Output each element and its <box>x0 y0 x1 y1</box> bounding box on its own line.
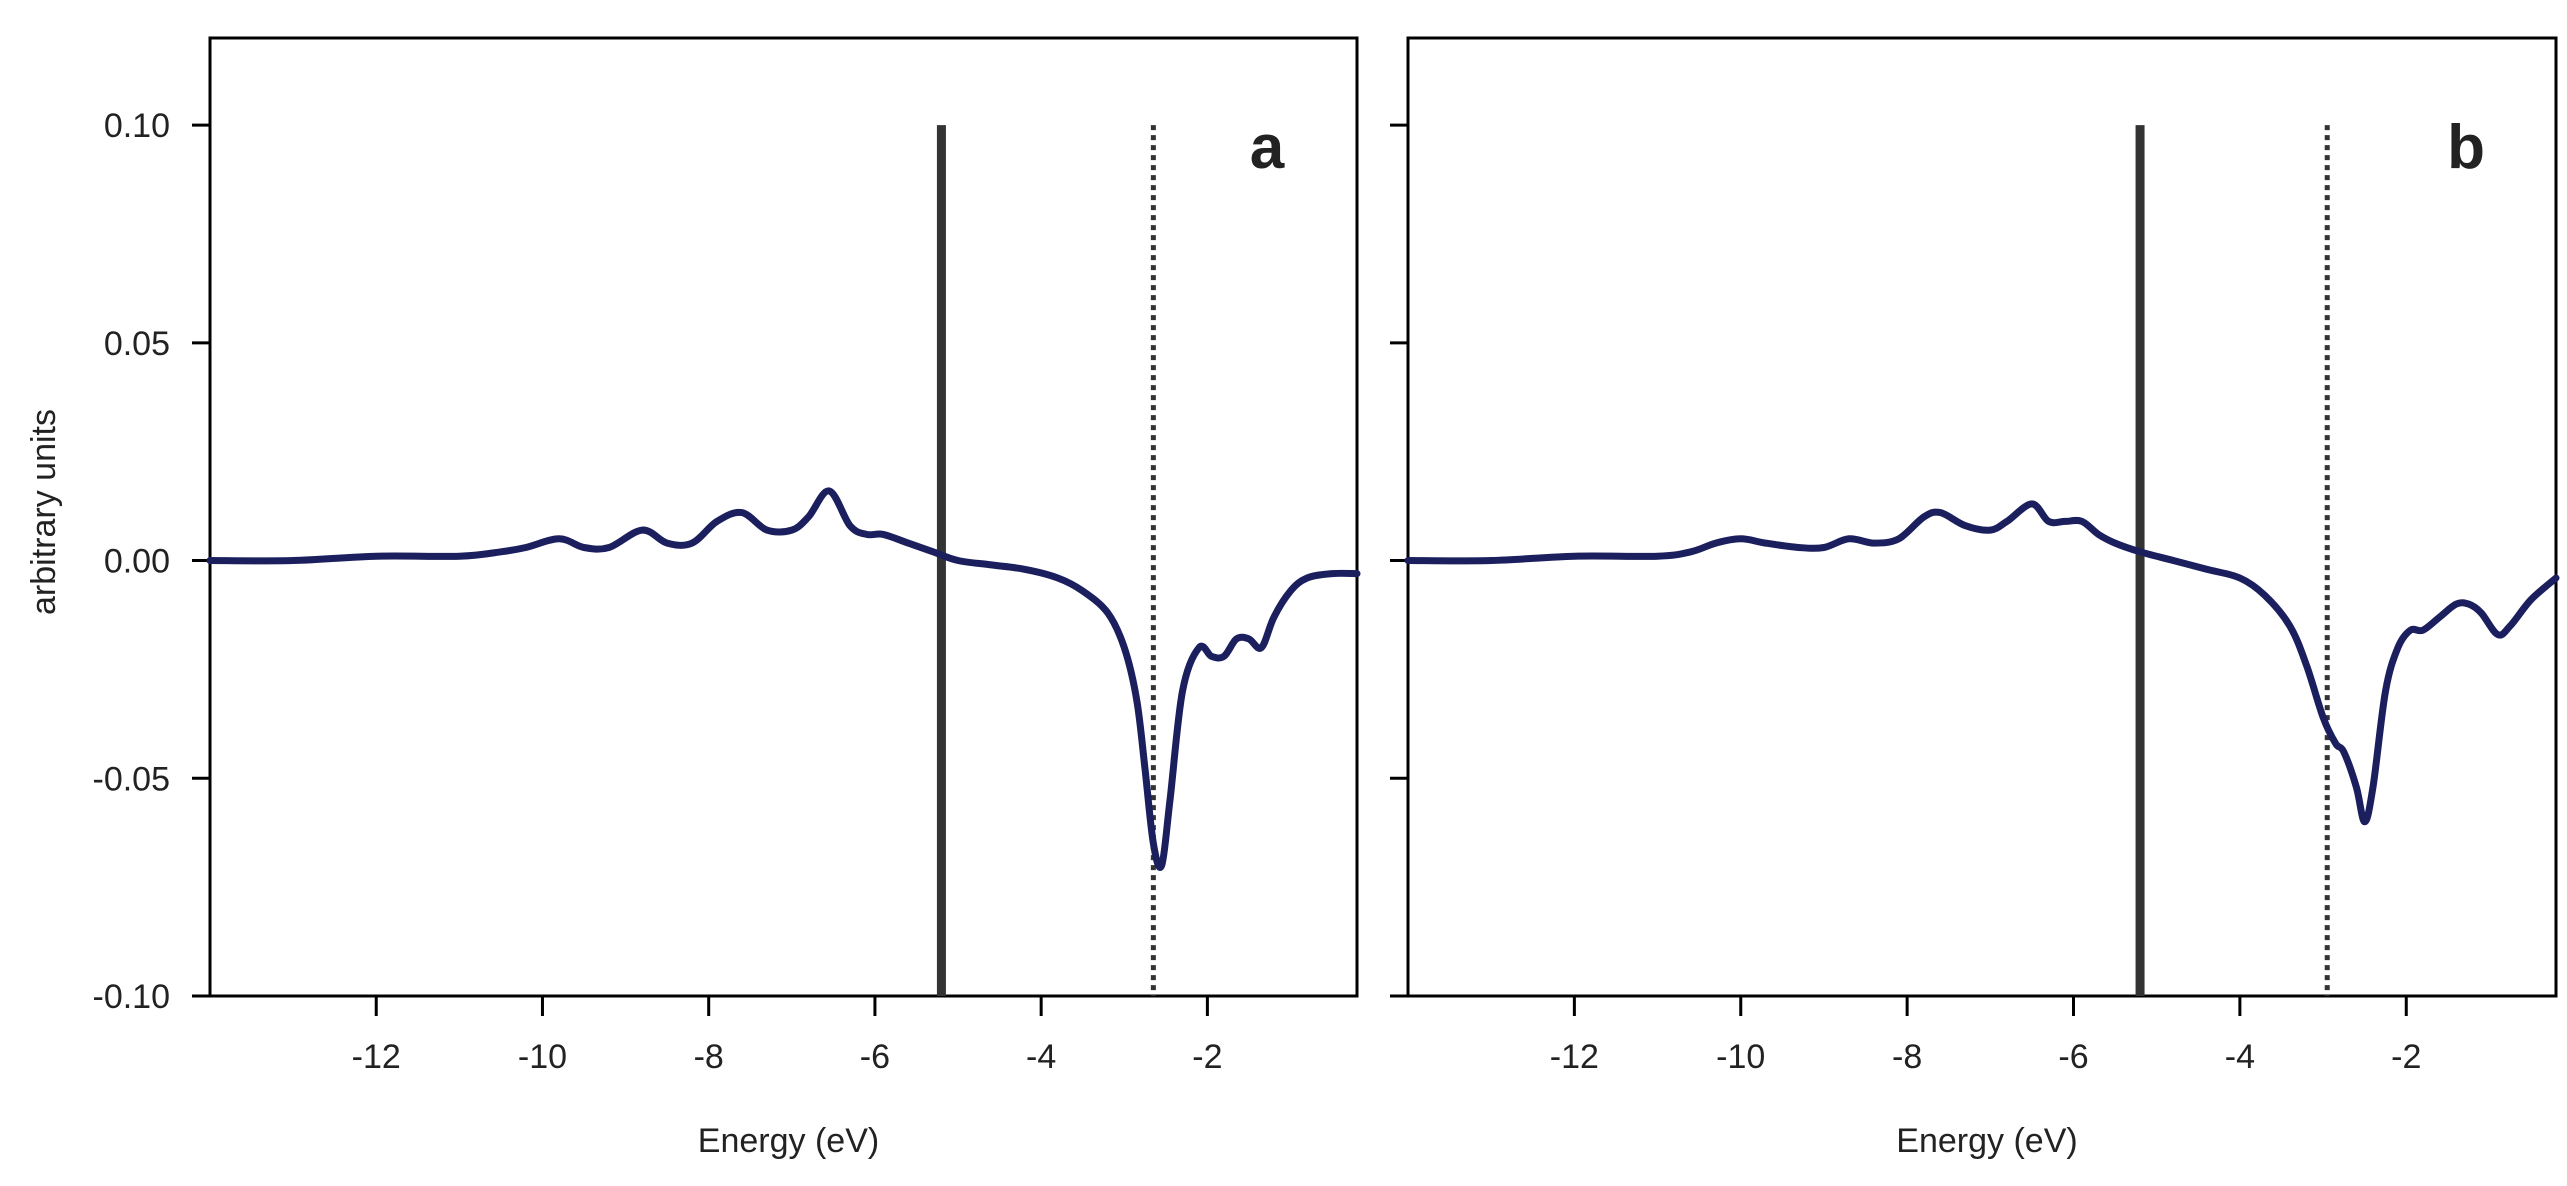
y-tick-label: 0.10 <box>104 107 170 145</box>
x-tick-label: -8 <box>694 1038 724 1076</box>
x-tick-label: -4 <box>2225 1038 2255 1076</box>
x-tick-label: -2 <box>1192 1038 1222 1076</box>
x-tick-label: -10 <box>518 1038 567 1076</box>
x-tick-label: -6 <box>860 1038 890 1076</box>
y-tick-label: 0.05 <box>104 325 170 363</box>
panel-label: b <box>2447 113 2485 182</box>
panel-label: a <box>1250 113 1285 182</box>
series-line-a <box>206 487 1361 871</box>
x-tick-label: -12 <box>1550 1038 1599 1076</box>
x-tick-label: -12 <box>352 1038 401 1076</box>
panel-b: -12 -10 -8 -6 -4 -2 Energy (eV) b <box>1390 36 2560 1160</box>
x-tick-label: -4 <box>1026 1038 1056 1076</box>
x-axis-label: Energy (eV) <box>698 1122 879 1160</box>
y-tick-label: -0.10 <box>93 978 171 1016</box>
x-tick-label: -6 <box>2058 1038 2088 1076</box>
x-axis-label: Energy (eV) <box>1896 1122 2077 1160</box>
plot-frame-a <box>208 36 1359 998</box>
x-tick-label: -2 <box>2391 1038 2421 1076</box>
y-tick-label: -0.05 <box>93 760 171 798</box>
y-tick-label: 0.00 <box>104 543 170 581</box>
y-axis-label: arbitrary units <box>25 409 63 615</box>
x-tick-label: -10 <box>1716 1038 1765 1076</box>
x-tick-label: -8 <box>1892 1038 1922 1076</box>
panel-a: -12 -10 -8 -6 -4 -2 -0.10 -0.05 0.00 0.05 0.10 Ener… <box>25 36 1361 1160</box>
plot-frame-b <box>1406 36 2558 998</box>
series-line-b <box>1404 500 2560 826</box>
